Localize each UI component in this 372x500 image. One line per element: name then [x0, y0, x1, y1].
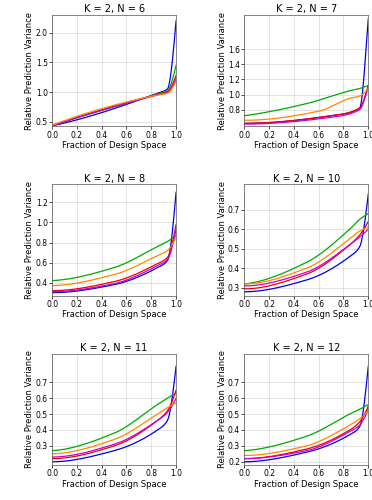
Y-axis label: Relative Prediction Variance: Relative Prediction Variance	[218, 12, 227, 130]
Title: K = 2, N = 12: K = 2, N = 12	[273, 343, 340, 353]
X-axis label: Fraction of Design Space: Fraction of Design Space	[254, 480, 359, 488]
X-axis label: Fraction of Design Space: Fraction of Design Space	[254, 310, 359, 319]
Y-axis label: Relative Prediction Variance: Relative Prediction Variance	[25, 181, 34, 299]
X-axis label: Fraction of Design Space: Fraction of Design Space	[62, 141, 166, 150]
Title: K = 2, N = 7: K = 2, N = 7	[276, 4, 337, 14]
Title: K = 2, N = 10: K = 2, N = 10	[273, 174, 340, 184]
X-axis label: Fraction of Design Space: Fraction of Design Space	[62, 480, 166, 488]
Title: K = 2, N = 6: K = 2, N = 6	[84, 4, 145, 14]
Y-axis label: Relative Prediction Variance: Relative Prediction Variance	[25, 12, 34, 130]
X-axis label: Fraction of Design Space: Fraction of Design Space	[254, 141, 359, 150]
Title: K = 2, N = 11: K = 2, N = 11	[80, 343, 148, 353]
Y-axis label: Relative Prediction Variance: Relative Prediction Variance	[218, 350, 227, 469]
Y-axis label: Relative Prediction Variance: Relative Prediction Variance	[218, 181, 227, 299]
X-axis label: Fraction of Design Space: Fraction of Design Space	[62, 310, 166, 319]
Title: K = 2, N = 8: K = 2, N = 8	[84, 174, 145, 184]
Y-axis label: Relative Prediction Variance: Relative Prediction Variance	[25, 350, 34, 469]
